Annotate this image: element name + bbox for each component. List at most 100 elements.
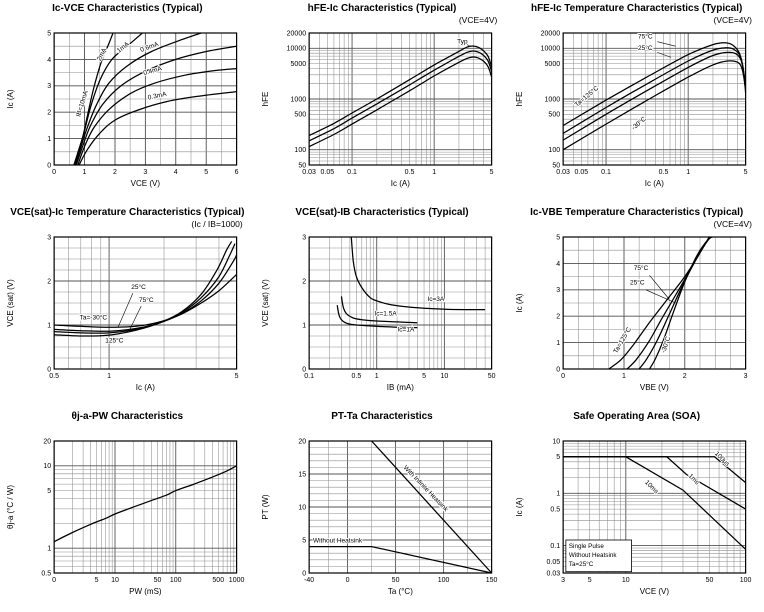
chart-title: hFE-Ic Characteristics (Typical) bbox=[307, 3, 457, 14]
plot-ic-vbe-temp: 0 1 2 3 0 1 2 3 4 5 VBE (V) Ic (A) 75°C 25°C Ta=125°C -… bbox=[509, 231, 764, 407]
chart-panel-hfe-ic: hFE-Ic Characteristics (Typical) (VCE=4V… bbox=[255, 0, 510, 204]
svg-text:15: 15 bbox=[298, 471, 306, 478]
svg-text:3: 3 bbox=[47, 234, 51, 241]
svg-text:3: 3 bbox=[302, 234, 306, 241]
svg-text:100μs: 100μs bbox=[713, 450, 731, 468]
svg-text:5: 5 bbox=[588, 577, 592, 584]
svg-text:50: 50 bbox=[553, 162, 561, 169]
svg-text:Ic=1A: Ic=1A bbox=[397, 327, 414, 334]
svg-text:4: 4 bbox=[174, 169, 178, 176]
svg-text:1000: 1000 bbox=[545, 96, 561, 103]
svg-text:0: 0 bbox=[47, 162, 51, 169]
svg-text:5: 5 bbox=[47, 488, 51, 495]
svg-text:VCE (V): VCE (V) bbox=[640, 587, 670, 596]
chart-title: Ic-VCE Characteristics (Typical) bbox=[52, 3, 203, 14]
svg-text:25°C: 25°C bbox=[638, 44, 653, 52]
chart-panel-ic-vce: Ic-VCE Characteristics (Typical) 0 1 2 3 4 5 6… bbox=[0, 0, 255, 204]
svg-text:0.5: 0.5 bbox=[551, 507, 561, 514]
plot-hfe-ic-temp: 0.03 0.05 0.1 0.5 1 5 50 100 500 1000 5000 10000 200… bbox=[509, 27, 764, 203]
svg-text:0.05: 0.05 bbox=[547, 559, 561, 566]
plot-vce-sat-ic-temp: 0.5 1 5 0 1 2 3 Ic (A) VCE (sat) (V) 25°C 75°C Ta=-… bbox=[0, 231, 255, 407]
svg-text:3: 3 bbox=[744, 373, 748, 380]
svg-text:75°C: 75°C bbox=[139, 296, 154, 304]
svg-text:Ic (A): Ic (A) bbox=[515, 497, 524, 516]
svg-text:1: 1 bbox=[83, 169, 87, 176]
chart-panel-hfe-ic-temp: hFE-Ic Temperature Characteristics (Typi… bbox=[509, 0, 764, 204]
svg-text:5: 5 bbox=[47, 30, 51, 37]
svg-text:Without Heatsink: Without Heatsink bbox=[313, 538, 363, 545]
svg-text:100: 100 bbox=[549, 147, 561, 154]
svg-text:0.03: 0.03 bbox=[557, 169, 571, 176]
svg-text:0: 0 bbox=[557, 366, 561, 373]
svg-text:5: 5 bbox=[95, 577, 99, 584]
plot-theta-ja-pw: 0 5 10 50 100 500 1000 0.5 1 5 10 20 PW (mS) θj-a (°C… bbox=[0, 435, 255, 611]
svg-text:1: 1 bbox=[432, 169, 436, 176]
chart-title: PT-Ta Characteristics bbox=[331, 411, 433, 422]
chart-panel-pt-ta: PT-Ta Characteristics -40 0 50 100 150 0 5 10 15… bbox=[255, 408, 510, 612]
svg-text:0.5: 0.5 bbox=[41, 570, 51, 577]
svg-text:With Infinite Heatsink: With Infinite Heatsink bbox=[401, 464, 449, 513]
chart-panel-ic-vbe-temp: Ic-VBE Temperature Characteristics (Typi… bbox=[509, 204, 764, 408]
svg-text:5000: 5000 bbox=[545, 61, 561, 68]
chart-panel-vce-sat-ic-temp: VCE(sat)-Ic Temperature Characteristics … bbox=[0, 204, 255, 408]
svg-text:1: 1 bbox=[557, 491, 561, 498]
chart-subtitle: (VCE=4V) bbox=[458, 15, 498, 25]
svg-text:0.03: 0.03 bbox=[302, 169, 316, 176]
svg-text:0.05: 0.05 bbox=[320, 169, 334, 176]
svg-text:50: 50 bbox=[298, 162, 306, 169]
svg-text:0.5: 0.5 bbox=[351, 373, 361, 380]
chart-subtitle: (VCE=4V) bbox=[713, 219, 753, 229]
svg-text:25°C: 25°C bbox=[630, 279, 645, 287]
svg-text:Ta=-30°C: Ta=-30°C bbox=[80, 313, 108, 321]
svg-text:0.1: 0.1 bbox=[602, 169, 612, 176]
chart-title: θj-a-PW Characteristics bbox=[71, 411, 184, 422]
svg-text:1ms: 1ms bbox=[687, 473, 701, 487]
svg-text:4: 4 bbox=[557, 261, 561, 268]
svg-text:PW (mS): PW (mS) bbox=[129, 587, 162, 596]
svg-text:Without Heatsink: Without Heatsink bbox=[569, 552, 618, 559]
svg-text:Single Pulse: Single Pulse bbox=[569, 543, 605, 550]
svg-text:Ta=25°C: Ta=25°C bbox=[569, 560, 594, 568]
plot-ic-vce: 0 1 2 3 4 5 6 0 1 2 3 4 5 VCE (V) Ic (A) IB=10mA 2mA 1mA 0… bbox=[0, 27, 255, 203]
chart-title: Safe Operating Area (SOA) bbox=[573, 411, 701, 422]
svg-text:20000: 20000 bbox=[286, 30, 306, 37]
svg-text:VCE (sat) (V): VCE (sat) (V) bbox=[6, 279, 15, 327]
svg-text:0.1: 0.1 bbox=[347, 169, 357, 176]
svg-text:20000: 20000 bbox=[541, 30, 561, 37]
svg-text:25°C: 25°C bbox=[131, 283, 146, 291]
svg-text:1: 1 bbox=[374, 373, 378, 380]
svg-text:3: 3 bbox=[47, 83, 51, 90]
svg-text:100: 100 bbox=[294, 147, 306, 154]
svg-text:0: 0 bbox=[52, 169, 56, 176]
svg-text:Ic (A): Ic (A) bbox=[390, 179, 409, 188]
svg-text:0.5: 0.5 bbox=[659, 169, 669, 176]
svg-text:5: 5 bbox=[557, 454, 561, 461]
svg-text:125°C: 125°C bbox=[105, 337, 123, 345]
svg-text:1000: 1000 bbox=[229, 577, 245, 584]
svg-text:50: 50 bbox=[706, 577, 714, 584]
plot-pt-ta: -40 0 50 100 150 0 5 10 15 20 Ta (°C) PT (W) With In… bbox=[255, 435, 510, 611]
svg-text:3: 3 bbox=[143, 169, 147, 176]
plot-hfe-ic: 0.03 0.05 0.1 0.5 1 5 50 100 500 1000 5000 10000 200… bbox=[255, 27, 510, 203]
svg-text:100: 100 bbox=[170, 577, 182, 584]
svg-text:2: 2 bbox=[47, 110, 51, 117]
svg-text:3: 3 bbox=[562, 577, 566, 584]
svg-text:Ic (A): Ic (A) bbox=[136, 383, 155, 392]
svg-text:75°C: 75°C bbox=[638, 33, 653, 41]
svg-text:1: 1 bbox=[557, 340, 561, 347]
svg-text:Typ: Typ bbox=[457, 38, 468, 45]
svg-text:20: 20 bbox=[43, 438, 51, 445]
svg-text:0: 0 bbox=[52, 577, 56, 584]
svg-text:10: 10 bbox=[43, 463, 51, 470]
svg-text:IB (mA): IB (mA) bbox=[386, 383, 413, 392]
svg-text:0: 0 bbox=[47, 366, 51, 373]
svg-text:0.1: 0.1 bbox=[304, 373, 314, 380]
svg-text:5: 5 bbox=[204, 169, 208, 176]
svg-text:5: 5 bbox=[302, 537, 306, 544]
svg-text:VBE (V): VBE (V) bbox=[640, 383, 669, 392]
svg-text:Ta (°C): Ta (°C) bbox=[388, 587, 413, 596]
svg-text:5: 5 bbox=[422, 373, 426, 380]
svg-text:1: 1 bbox=[687, 169, 691, 176]
svg-text:0: 0 bbox=[302, 570, 306, 577]
svg-text:5: 5 bbox=[557, 234, 561, 241]
